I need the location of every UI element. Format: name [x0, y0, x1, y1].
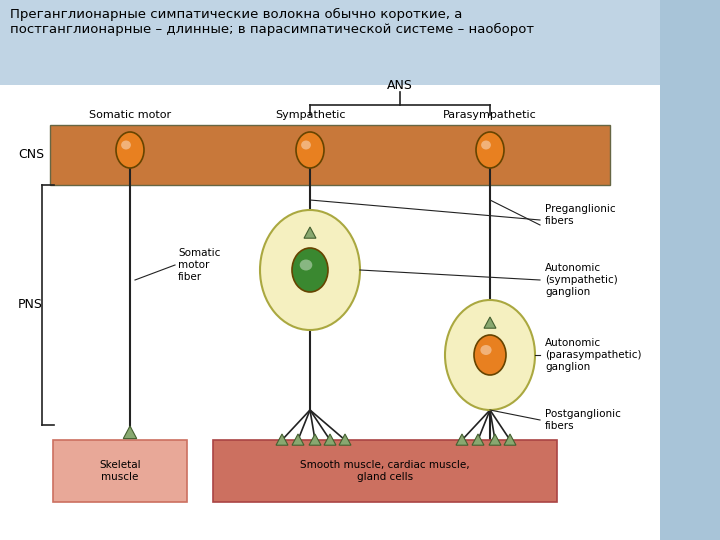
Polygon shape [123, 426, 137, 438]
Text: Sympathetic: Sympathetic [275, 110, 346, 120]
FancyBboxPatch shape [660, 0, 720, 540]
Text: Autonomic
(parasympathetic)
ganglion: Autonomic (parasympathetic) ganglion [545, 339, 642, 372]
Text: Somatic
motor
fiber: Somatic motor fiber [178, 248, 220, 281]
Ellipse shape [292, 248, 328, 292]
Ellipse shape [476, 132, 504, 168]
Ellipse shape [480, 345, 492, 355]
FancyBboxPatch shape [50, 125, 610, 185]
Text: Skeletal
muscle: Skeletal muscle [99, 460, 141, 482]
Ellipse shape [481, 140, 491, 150]
Text: Postganglionic
fibers: Postganglionic fibers [545, 409, 621, 431]
Polygon shape [304, 227, 316, 238]
Polygon shape [339, 434, 351, 445]
Text: Preganglionic
fibers: Preganglionic fibers [545, 204, 616, 226]
Text: Smooth muscle, cardiac muscle,
gland cells: Smooth muscle, cardiac muscle, gland cel… [300, 460, 470, 482]
FancyBboxPatch shape [0, 0, 660, 85]
Polygon shape [484, 317, 496, 328]
FancyBboxPatch shape [0, 85, 660, 540]
Polygon shape [489, 434, 501, 445]
Text: PNS: PNS [18, 299, 43, 312]
Text: Somatic motor: Somatic motor [89, 110, 171, 120]
Text: Autonomic
(sympathetic)
ganglion: Autonomic (sympathetic) ganglion [545, 264, 618, 296]
Text: Parasympathetic: Parasympathetic [443, 110, 537, 120]
Polygon shape [276, 434, 288, 445]
Ellipse shape [260, 210, 360, 330]
FancyBboxPatch shape [213, 440, 557, 502]
Ellipse shape [300, 260, 312, 271]
Ellipse shape [301, 140, 311, 150]
Ellipse shape [121, 140, 131, 150]
Polygon shape [504, 434, 516, 445]
Polygon shape [472, 434, 484, 445]
Ellipse shape [474, 335, 506, 375]
Ellipse shape [296, 132, 324, 168]
Text: CNS: CNS [18, 148, 44, 161]
Ellipse shape [116, 132, 144, 168]
FancyBboxPatch shape [53, 440, 187, 502]
Polygon shape [309, 434, 321, 445]
Ellipse shape [445, 300, 535, 410]
Text: ANS: ANS [387, 79, 413, 92]
Polygon shape [456, 434, 468, 445]
Polygon shape [324, 434, 336, 445]
Text: Преганглионарные симпатические волокна обычно короткие, а
постганглионарные – дл: Преганглионарные симпатические волокна о… [10, 8, 534, 36]
Polygon shape [292, 434, 304, 445]
